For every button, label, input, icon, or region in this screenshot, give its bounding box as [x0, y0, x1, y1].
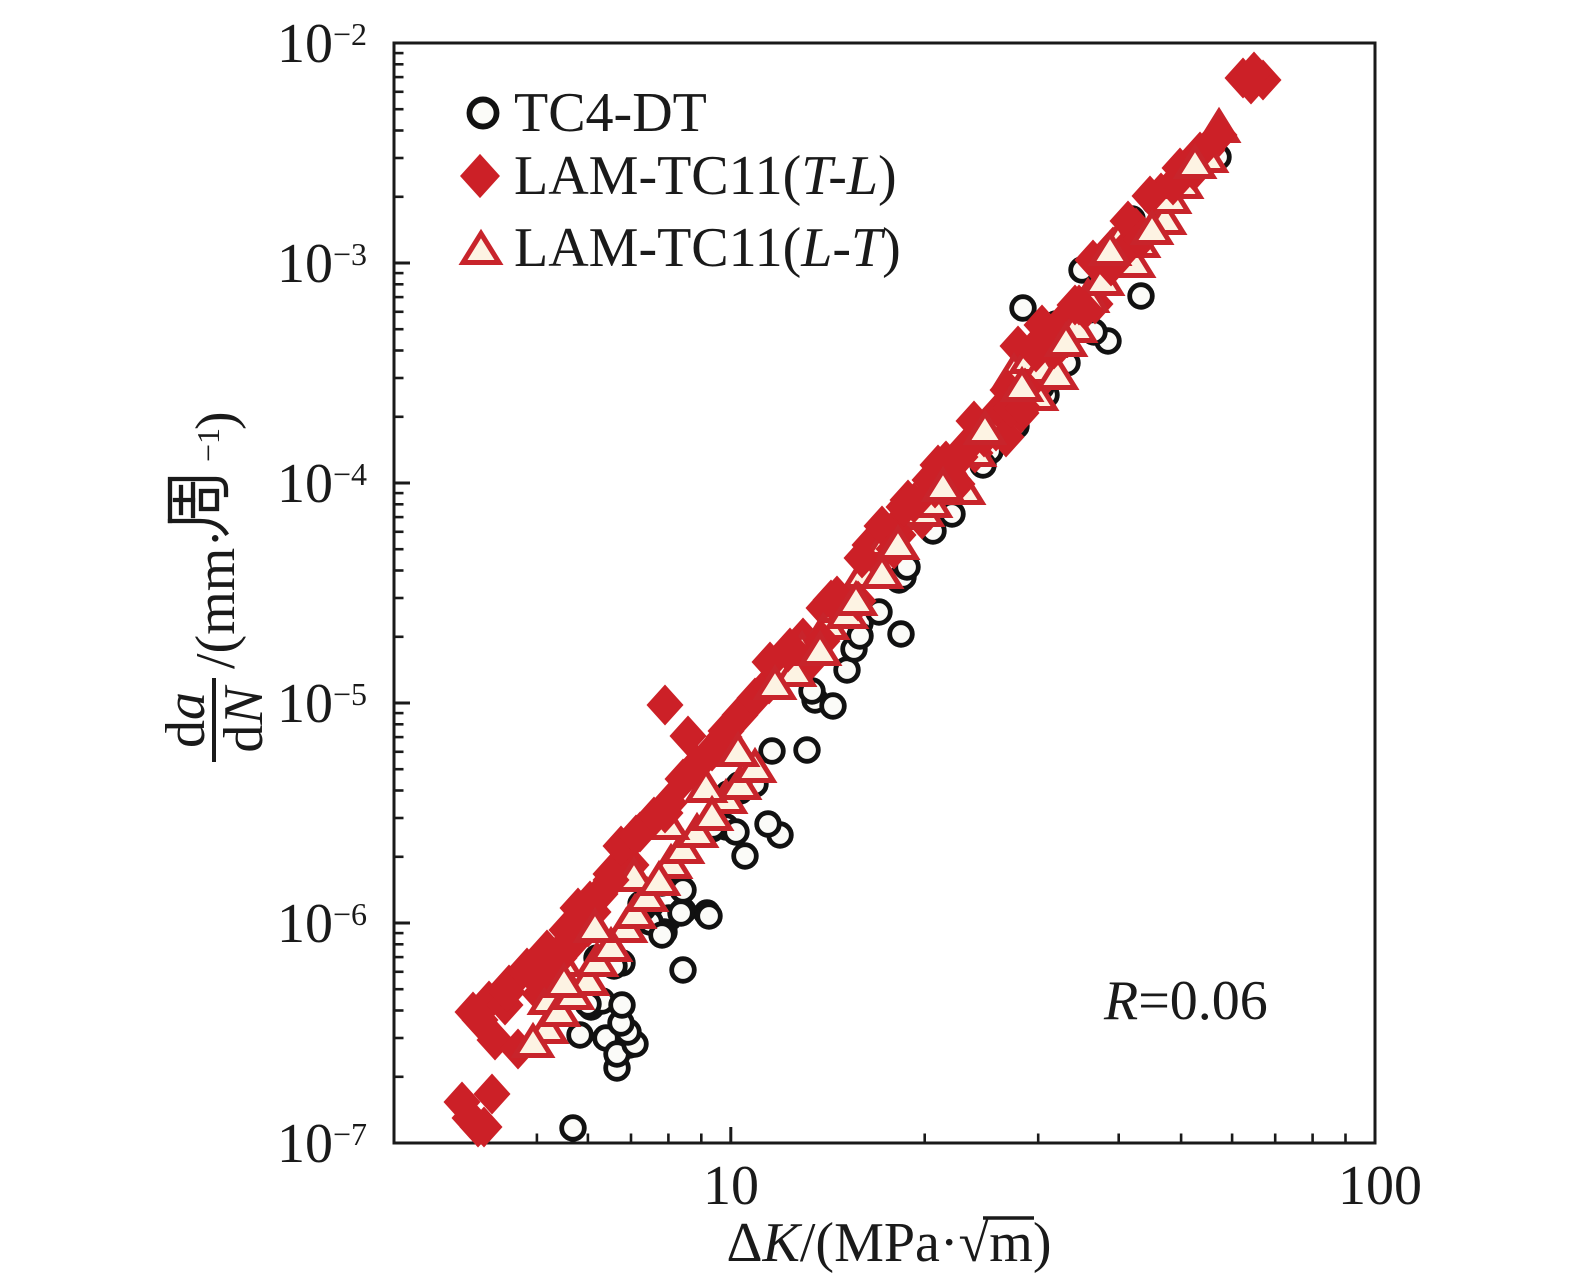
svg-text:10: 10 — [703, 1155, 759, 1217]
svg-text:100: 100 — [1338, 1155, 1422, 1217]
svg-text:LAM-TC11(T-L): LAM-TC11(T-L) — [514, 145, 897, 207]
svg-text:/(mm·: /(mm· — [185, 529, 247, 669]
svg-text:TC4-DT: TC4-DT — [514, 82, 707, 144]
svg-text:da: da — [155, 692, 217, 748]
svg-text:ΔK/(MPa·√m): ΔK/(MPa·√m) — [727, 1212, 1052, 1274]
svg-text:): ) — [185, 411, 247, 430]
svg-text:R=0.06: R=0.06 — [1103, 970, 1268, 1032]
svg-text:LAM-TC11(L-T): LAM-TC11(L-T) — [514, 217, 901, 279]
svg-text:dN: dN — [213, 685, 275, 753]
svg-text:−1: −1 — [190, 428, 226, 462]
